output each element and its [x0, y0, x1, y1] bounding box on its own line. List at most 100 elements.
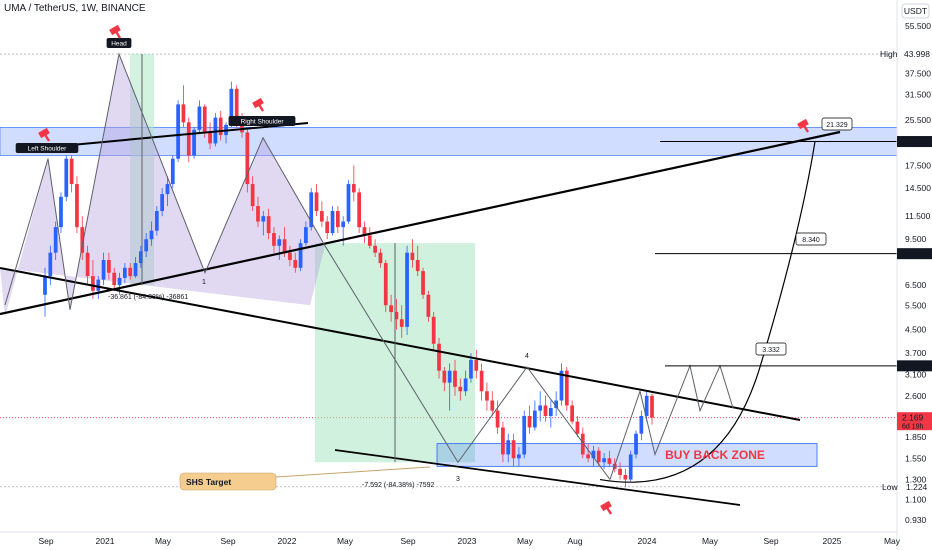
candle-body: [266, 216, 271, 234]
hammer-handle: [801, 123, 810, 133]
time-tick-label: May: [337, 536, 354, 546]
candle-body: [149, 230, 154, 240]
candle-body: [256, 206, 260, 222]
candle-body: [490, 400, 495, 411]
price-tag: [897, 412, 932, 431]
drawings: [0, 52, 897, 506]
wave-label: 3: [456, 476, 460, 483]
candle-body: [341, 221, 346, 228]
target-callout: 3.332: [762, 347, 780, 354]
candle-body: [559, 370, 564, 401]
candle-body: [160, 194, 165, 212]
projection-curve: [599, 141, 816, 483]
candle-body: [64, 158, 69, 197]
channel-bottom-trendline: [334, 449, 741, 506]
price-tag-sub: 6d 19h: [902, 424, 924, 431]
price-tick-label: 17.500: [905, 160, 931, 170]
candle-body: [644, 395, 649, 416]
candle-body: [394, 312, 399, 320]
candle-body: [501, 427, 505, 455]
price-tick-label: 55.500: [905, 21, 931, 31]
price-tick-label: 14.500: [905, 183, 931, 193]
target-callout-box: [795, 232, 827, 246]
price-tick-label: 37.500: [905, 68, 931, 78]
candle-body: [357, 192, 362, 228]
price-tag-value: 8.431: [902, 249, 924, 259]
zones: [0, 54, 898, 467]
hammer-handle: [113, 29, 122, 39]
candle-body: [548, 408, 553, 416]
hammer-handle: [604, 505, 613, 515]
high-label: High: [880, 49, 898, 59]
candle-body: [415, 260, 420, 272]
candle-body: [346, 184, 351, 222]
candle-body: [112, 272, 117, 286]
neckline-trendline: [0, 130, 841, 316]
candle-body: [485, 391, 489, 401]
candle-body: [176, 104, 180, 159]
price-axis-panel: [897, 0, 932, 550]
channel-top-trendline: [0, 267, 801, 421]
candle-body: [495, 410, 500, 428]
candle-body: [527, 415, 532, 428]
time-tick-label: Sep: [220, 536, 235, 546]
right-shoulder-label: Right Shoulder: [241, 119, 285, 126]
price-axis: USDT 55.500 37.500 31.500 25.500 17.500 14.500…: [880, 0, 932, 550]
candle-body: [437, 343, 441, 371]
price-tick-label: 5.500: [905, 300, 927, 310]
price-tick-label: 11.500: [905, 211, 931, 221]
candle-body: [639, 415, 644, 434]
candle-body: [623, 474, 628, 480]
price-tag: [897, 360, 932, 372]
candle-body: [607, 458, 612, 464]
target-callout-box: [821, 117, 853, 131]
time-tick-label: 2024: [638, 536, 657, 546]
time-tick-label: Aug: [567, 536, 582, 546]
shs-target-connector: [275, 466, 431, 478]
head-label: Head: [111, 41, 127, 48]
candle-body: [522, 415, 527, 455]
left-shoulder-label: Left Shoulder: [28, 146, 68, 153]
candle-body: [650, 395, 654, 418]
candle-body: [447, 370, 452, 383]
candle-body: [69, 158, 74, 185]
candle-body: [575, 421, 580, 434]
price-tick-label: 0.930: [905, 515, 927, 525]
candle-body: [421, 271, 425, 295]
candle-body: [282, 239, 287, 253]
price-tick-label: 25.500: [905, 115, 931, 125]
target-callout-box: [755, 342, 787, 356]
candle-body: [330, 211, 335, 234]
candle-body: [293, 260, 298, 268]
candle-body: [240, 122, 244, 133]
target-callout: 8.340: [802, 237, 820, 244]
right-shoulder-label-bg: [228, 116, 296, 126]
candle-body: [80, 227, 85, 253]
candle-body: [272, 233, 276, 246]
currency-button: [901, 3, 930, 19]
candle-body: [538, 405, 543, 411]
candle-body: [564, 370, 569, 406]
candle-body: [107, 260, 111, 273]
candle-body: [543, 405, 548, 416]
candle-body: [144, 239, 149, 252]
candle-body: [367, 235, 372, 246]
candle-body: [229, 88, 234, 125]
low-label: Low: [882, 482, 898, 492]
price-tick-label: 31.500: [905, 89, 931, 99]
price-tag-value: 2.169: [902, 413, 924, 423]
candle-body: [580, 433, 585, 455]
price-tick-label: 2.600: [905, 391, 927, 401]
hammer-handle: [256, 102, 265, 112]
time-tick-label: May: [702, 536, 719, 546]
candle-body: [53, 227, 58, 253]
low-value: 1.224: [906, 482, 928, 492]
candle-body: [479, 370, 484, 392]
bottom-hammer-icon: [600, 500, 613, 515]
candle-body: [91, 276, 95, 291]
time-tick-label: May: [884, 536, 901, 546]
time-tick-label: May: [517, 536, 534, 546]
price-tick-label: 9.500: [905, 234, 927, 244]
price-tag-value: 21.329: [902, 137, 928, 147]
